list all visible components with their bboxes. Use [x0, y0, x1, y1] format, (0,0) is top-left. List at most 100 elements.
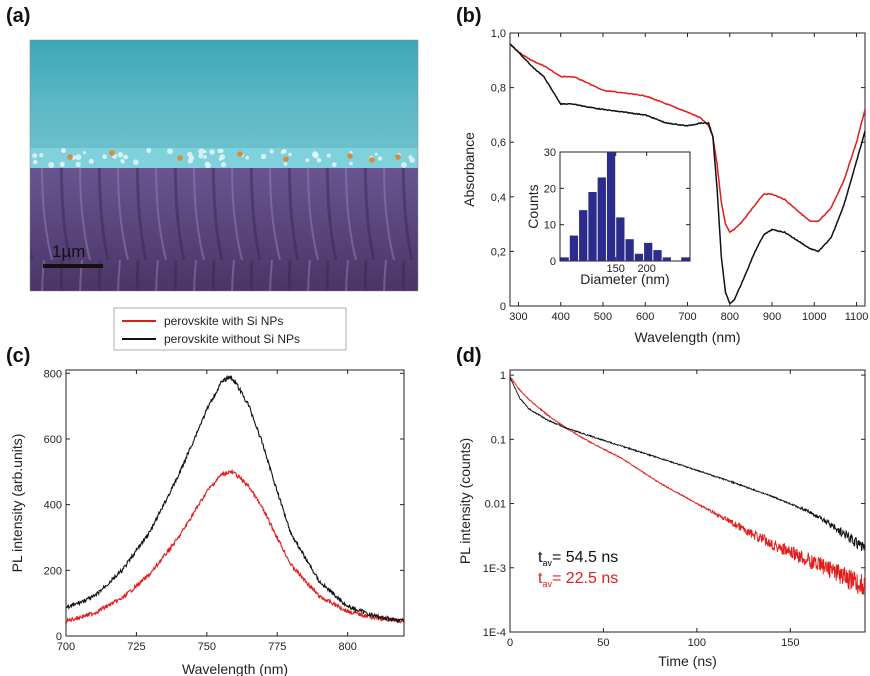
np-grain — [209, 149, 215, 155]
np-grain — [117, 151, 124, 158]
y-tick-label: 200 — [44, 565, 62, 577]
np-grain — [198, 148, 205, 155]
panel-label-b: (b) — [456, 5, 482, 27]
si-np-dot — [67, 154, 73, 160]
panel-label-d: (d) — [456, 345, 482, 367]
np-grain — [61, 149, 66, 153]
np-grain — [305, 158, 310, 163]
np-grain — [123, 154, 129, 160]
np-grain — [32, 153, 38, 159]
np-grain — [205, 162, 211, 169]
tau-symbol: t — [538, 570, 543, 587]
np-grain — [312, 152, 319, 159]
x-tick-label: 1100 — [845, 311, 869, 323]
np-grain — [48, 161, 55, 169]
np-grain — [88, 158, 94, 164]
plot-frame — [509, 369, 866, 633]
x-tick-label: 800 — [338, 641, 356, 653]
x-tick-label: 150 — [607, 263, 625, 275]
y-tick-label: 800 — [44, 368, 62, 380]
histogram-bar — [579, 210, 588, 261]
lifetime-annotation: tav= 54.5 ns — [538, 549, 618, 568]
si-nanoparticles — [32, 147, 415, 169]
tau-value: = 22.5 ns — [552, 570, 618, 587]
np-grain — [220, 161, 227, 168]
x-tick-label: 500 — [594, 311, 612, 323]
si-np-dot — [283, 156, 289, 162]
y-tick-label: 0 — [56, 631, 62, 643]
np-grain — [400, 161, 407, 168]
np-grain — [219, 154, 226, 160]
x-tick-label: 200 — [637, 263, 655, 275]
y-axis-label: PL intensity (arb.units) — [9, 434, 25, 573]
y-tick-label: 1E-4 — [483, 627, 506, 639]
perovskite-film — [30, 40, 418, 148]
lifetime-annotation: tav= 22.5 ns — [538, 570, 618, 589]
series-line-black — [510, 377, 865, 552]
histogram-bar — [662, 257, 671, 261]
series-line-red — [510, 376, 865, 595]
y-tick-label: 30 — [544, 147, 556, 159]
x-tick-label: 800 — [721, 311, 739, 323]
y-tick-label: 400 — [44, 500, 62, 512]
np-grain — [132, 159, 139, 166]
np-grain — [39, 153, 44, 158]
x-tick-label: 0 — [507, 637, 513, 649]
np-grain — [167, 148, 173, 155]
y-tick-label: 0,2 — [491, 246, 506, 258]
y-tick-label: 0,4 — [491, 192, 506, 204]
x-tick-label: 700 — [678, 311, 696, 323]
np-grain — [71, 155, 77, 160]
histogram-bar — [569, 235, 579, 261]
np-grain — [331, 162, 337, 168]
si-np-dot — [177, 155, 183, 161]
x-axis-label: Diameter (nm) — [580, 271, 669, 287]
series-line-black — [66, 374, 404, 624]
legend-label-with: perovskite with Si NPs — [164, 314, 283, 328]
legend: perovskite with Si NPs perovskite withou… — [113, 307, 347, 351]
si-np-dot — [395, 154, 401, 160]
si-np-dot — [347, 153, 353, 159]
y-tick-label: 1,0 — [491, 28, 506, 40]
np-grain — [203, 155, 208, 160]
legend-label-without: perovskite without Si NPs — [164, 332, 300, 346]
pl-spectrum-chart: 700 725 750 775 800 0 200 400 600 800 Wavelength (… — [9, 368, 405, 676]
y-axis-label: PL intensity (counts) — [457, 438, 473, 564]
histogram-bar — [653, 250, 662, 261]
np-grain — [316, 157, 322, 163]
np-grain — [283, 161, 288, 166]
histogram-bar — [616, 217, 625, 261]
x-tick-label: 150 — [781, 637, 799, 649]
np-grain — [288, 152, 292, 157]
np-grain — [374, 152, 378, 156]
y-tick-label: 10 — [544, 220, 556, 232]
series-line-red — [66, 468, 404, 624]
x-tick-label: 300 — [509, 311, 527, 323]
y-tick-label: 0,8 — [491, 83, 506, 95]
scale-bar-label: 1µm — [52, 242, 85, 261]
si-np-dot — [109, 150, 115, 156]
np-grain — [260, 153, 267, 160]
np-grain — [146, 147, 152, 153]
tau-symbol: t — [538, 549, 543, 566]
size-histogram-inset: 150 200 0 10 20 30 Diameter (nm) Counts — [525, 147, 691, 287]
x-axis-label: Wavelength (nm) — [634, 329, 740, 345]
sem-image: 1µm — [29, 39, 419, 292]
x-tick-label: 700 — [57, 641, 75, 653]
np-grain — [32, 159, 38, 165]
x-tick-label: 750 — [198, 641, 216, 653]
y-axis-label: Absorbance — [461, 132, 477, 207]
legend-box — [113, 307, 347, 351]
absorbance-chart: 300 400 500 600 700 800 900 1000 110000,20,40,60… — [461, 28, 868, 345]
np-grain — [377, 156, 383, 161]
x-axis-label: Time (ns) — [658, 653, 717, 669]
np-grain — [82, 151, 87, 155]
histogram-bar — [560, 257, 569, 261]
x-tick-label: 600 — [636, 311, 654, 323]
np-grain — [409, 157, 415, 164]
y-tick-label: 0 — [550, 256, 556, 268]
np-grain — [75, 161, 81, 167]
x-axis-label: Wavelength (nm) — [182, 661, 288, 676]
substrate-pillars — [30, 168, 418, 291]
np-grain — [326, 153, 331, 158]
